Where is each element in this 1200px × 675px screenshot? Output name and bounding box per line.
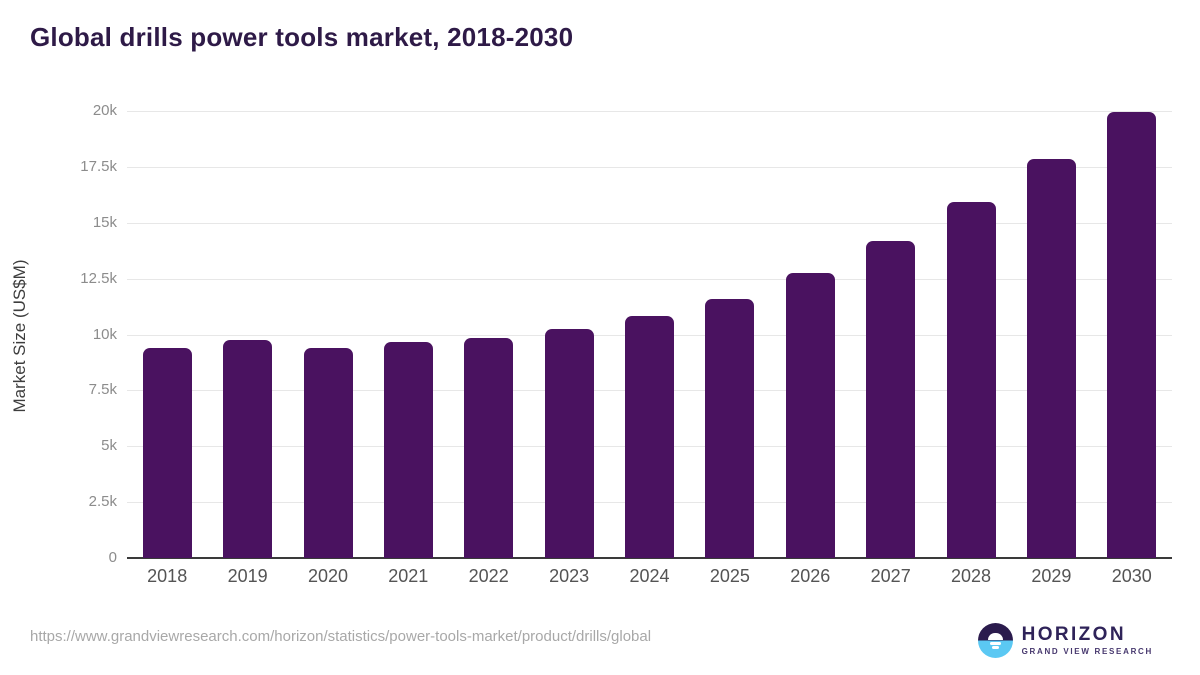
bar-2029[interactable] [1026,159,1076,558]
x-tick-label: 2020 [307,566,349,586]
bar-2027[interactable] [866,240,916,558]
y-tick-label: 5k [101,437,117,455]
y-tick-label: 15k [92,213,117,231]
y-tick-label: 12.5k [80,269,117,287]
bar-2019[interactable] [223,340,273,558]
bar-2023[interactable] [544,328,594,558]
x-tick-label: 2029 [1031,566,1072,586]
bar-2025[interactable] [705,298,755,558]
x-tick-label: 2028 [950,566,992,586]
bar-2028[interactable] [946,201,996,558]
bar-2030[interactable] [1107,112,1157,558]
sun-reflection-line [989,642,1001,645]
logo-text: HORIZON GRAND VIEW RESEARCH [1022,625,1153,656]
y-tick-label: 7.5k [88,381,117,399]
x-tick-label: 2018 [147,566,188,586]
bar-2021[interactable] [383,342,433,558]
x-tick-label: 2030 [1111,566,1152,586]
x-tick-label: 2021 [388,566,429,586]
x-tick-label: 2027 [870,566,911,586]
x-axis-line [127,557,1172,559]
y-tick-label: 0 [108,549,117,566]
sun-glyph [987,632,1003,640]
logo-subtext: GRAND VIEW RESEARCH [1021,646,1153,656]
sun-reflection-line [991,646,999,649]
y-tick-label: 2.5k [88,493,117,511]
x-tick-label: 2026 [790,566,831,586]
bar-2024[interactable] [625,315,674,558]
x-tick-label: 2025 [709,566,750,586]
gridline [127,111,1172,112]
x-tick-label: 2024 [629,566,670,586]
gridline [127,222,1172,224]
x-tick-label: 2022 [468,566,509,586]
y-tick-label: 17.5k [80,157,117,175]
x-tick-label: 2023 [549,566,590,586]
bar-2018[interactable] [142,347,192,558]
gridline [127,278,1172,280]
horizon-sun-icon [977,622,1013,658]
bar-2026[interactable] [785,273,835,558]
x-tick-label: 2019 [227,566,268,586]
logo-brand: HORIZON [1021,623,1126,645]
chart-title: Global drills power tools market, 2018-2… [30,22,574,52]
horizon-logo: HORIZON GRAND VIEW RESEARCH [977,621,1153,659]
gridline [127,166,1172,168]
y-tick-label: 20k [92,102,117,119]
y-tick-label: 10k [92,325,117,343]
source-url: https://www.grandviewresearch.com/horizo… [30,628,652,645]
bar-2020[interactable] [303,347,353,558]
bar-2022[interactable] [464,337,514,558]
plot-area [127,111,1172,559]
